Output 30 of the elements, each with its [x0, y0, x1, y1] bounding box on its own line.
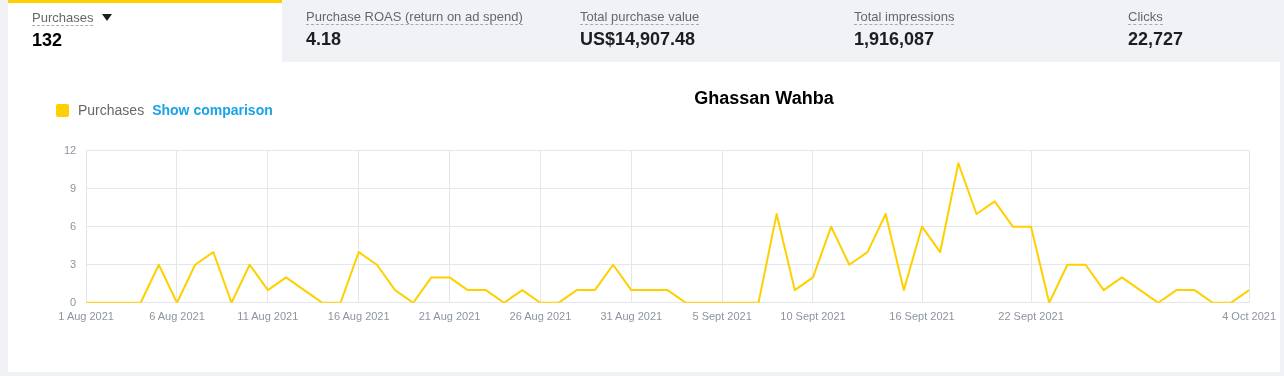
x-tick-label: 31 Aug 2021: [600, 310, 663, 323]
y-tick-label: 6: [70, 219, 77, 232]
text: Total purchase value: [580, 9, 700, 25]
x-tick-label: 26 Aug 2021: [509, 310, 572, 323]
text: US$14,907.48: [580, 29, 697, 50]
text: 4.18: [306, 29, 343, 50]
x-tick-label: 5 Sept 2021: [692, 310, 752, 323]
text: 1,916,087: [854, 29, 936, 50]
x-tick-label: 22 Sept 2021: [998, 310, 1064, 323]
y-tick-label: 9: [70, 181, 77, 194]
x-tick-label: 16 Aug 2021: [327, 310, 390, 323]
y-tick-label: 0: [70, 295, 77, 308]
x-tick-label: 21 Aug 2021: [418, 310, 481, 323]
x-tick-label: 11 Aug 2021: [237, 310, 299, 323]
text: Purchases: [32, 10, 94, 26]
x-tick-label: 1 Aug 2021: [58, 310, 114, 323]
text: 22,727: [1128, 29, 1185, 50]
text: Purchase ROAS (return on ad spend): [306, 9, 523, 25]
legend-label: Purchases: [78, 102, 145, 118]
text: Clicks: [1128, 9, 1163, 25]
x-tick-label: 16 Sept 2021: [889, 310, 955, 323]
y-tick-label: 12: [63, 143, 77, 156]
x-tick-label: 6 Aug 2021: [149, 310, 205, 323]
x-tick-label: 4 Oct 2021: [1222, 310, 1277, 323]
y-tick-label: 3: [70, 257, 77, 270]
text: Total impressions: [854, 9, 955, 25]
text: 132: [32, 30, 64, 51]
x-tick-label: 10 Sept 2021: [780, 310, 846, 323]
chart-title: Ghassan Wahba: [693, 88, 835, 109]
text: Show comparison: [152, 102, 273, 118]
